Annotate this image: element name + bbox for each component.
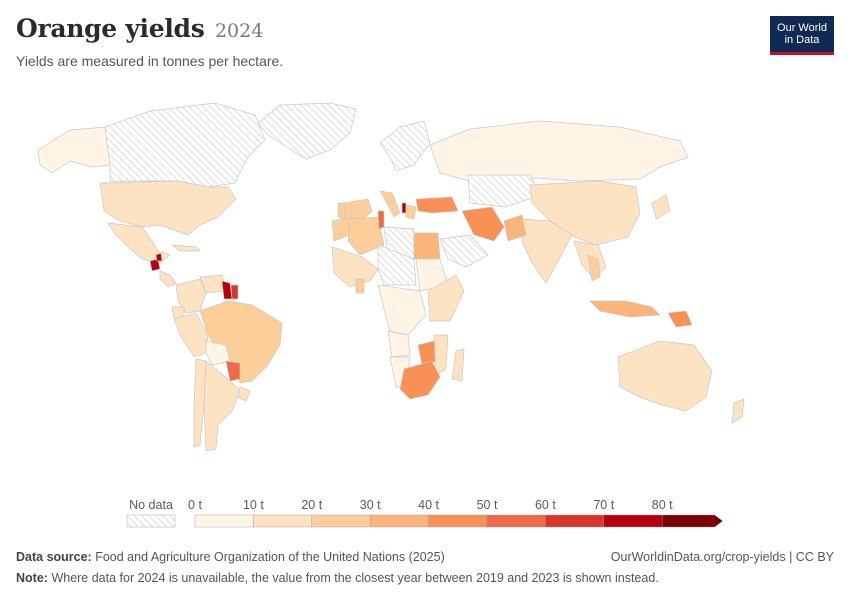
region-indonesia[interactable] <box>589 300 661 318</box>
region-mozambique[interactable] <box>433 334 449 376</box>
region-central-africa[interactable] <box>377 284 427 336</box>
region-russia[interactable] <box>429 120 689 182</box>
region-china[interactable] <box>529 180 641 246</box>
region-ghana[interactable] <box>355 278 365 294</box>
legend-tick-label: 40 t <box>418 498 439 512</box>
region-angola[interactable] <box>387 330 411 358</box>
legend-tick-label: 30 t <box>360 498 381 512</box>
chart-year: 2024 <box>214 20 264 42</box>
region-saudi-arabia[interactable] <box>439 234 489 268</box>
note-label: Note: <box>16 571 48 585</box>
legend-tick-label: 0 t <box>188 498 202 512</box>
world-map <box>0 95 850 495</box>
source-label: Data source: <box>16 550 92 564</box>
region-argentina[interactable] <box>203 360 241 452</box>
legend-bin-20-30 <box>311 514 371 528</box>
region-papua-new-guinea[interactable] <box>667 310 693 328</box>
region-tunisia[interactable] <box>377 210 385 230</box>
chart-subtitle: Yields are measured in tonnes per hectar… <box>16 53 284 69</box>
footer-source: Data source: Food and Agriculture Organi… <box>16 550 834 564</box>
region-guyana[interactable] <box>221 280 233 300</box>
region-suriname[interactable] <box>230 284 239 300</box>
legend-bin-60-70 <box>545 514 605 528</box>
region-central-america[interactable] <box>159 270 177 288</box>
region-albania[interactable] <box>401 202 407 214</box>
region-west-africa[interactable] <box>331 246 379 288</box>
region-scandinavia[interactable] <box>379 120 431 172</box>
logo-line-1: Our World <box>777 22 827 34</box>
region-turkey[interactable] <box>415 196 459 214</box>
region-south-africa[interactable] <box>399 360 441 400</box>
legend-tick-label: 20 t <box>301 498 322 512</box>
region-canada[interactable] <box>104 102 266 188</box>
region-greenland[interactable] <box>257 102 357 160</box>
region-new-zealand[interactable] <box>731 398 745 424</box>
legend-tick-label: 80 t <box>652 498 673 512</box>
legend-ticks: 0 t 10 t 20 t 30 t 40 t 50 t 60 t 70 t 80 t <box>188 498 673 512</box>
region-cuba[interactable] <box>170 244 201 252</box>
region-east-africa[interactable] <box>427 274 465 322</box>
region-sahel[interactable] <box>377 244 417 286</box>
source-url-link[interactable]: OurWorldinData.org/crop-yields | CC BY <box>610 550 834 564</box>
legend-no-data-label: No data <box>129 498 173 512</box>
region-guatemala[interactable] <box>149 258 161 272</box>
legend-bin-30-40 <box>370 514 429 528</box>
legend-bin-50-60 <box>486 514 546 528</box>
region-paraguay[interactable] <box>225 360 241 382</box>
region-egypt[interactable] <box>413 232 441 260</box>
legend-tick-label: 50 t <box>477 498 498 512</box>
chart-header: Orange yields 2024 <box>16 14 263 43</box>
region-bolivia[interactable] <box>205 340 231 366</box>
legend-no-data-swatch <box>126 514 176 528</box>
map-legend: No data 0 t 10 t 20 t 30 t 40 t 50 t 60 t 70 t 8… <box>0 495 850 535</box>
legend-bin-0-10 <box>194 514 254 528</box>
region-italy[interactable] <box>379 190 401 218</box>
region-algeria[interactable] <box>347 216 385 256</box>
region-uruguay[interactable] <box>237 386 251 402</box>
legend-tick-label: 10 t <box>243 498 264 512</box>
region-iran[interactable] <box>461 206 505 242</box>
region-united-states[interactable] <box>99 180 237 236</box>
legend-bin-10-20 <box>253 514 312 528</box>
region-mexico[interactable] <box>107 222 171 264</box>
region-alaska[interactable] <box>37 126 111 174</box>
source-text: Food and Agriculture Organization of the… <box>95 550 445 564</box>
map-svg <box>37 102 745 452</box>
region-pakistan[interactable] <box>503 214 527 242</box>
note-text: Where data for 2024 is unavailable, the … <box>51 571 659 585</box>
region-australia[interactable] <box>617 340 713 412</box>
legend-bin-80-90 <box>662 514 723 528</box>
logo-line-2: in Data <box>784 34 820 46</box>
legend-bin-40-50 <box>428 514 488 528</box>
legend-svg: No data 0 t 10 t 20 t 30 t 40 t 50 t 60 t 70 t 8… <box>126 498 723 528</box>
region-central-asia[interactable] <box>467 174 541 208</box>
region-india[interactable] <box>521 218 573 284</box>
legend-bin-70-80 <box>603 514 663 528</box>
region-japan[interactable] <box>651 194 671 220</box>
legend-bins <box>194 514 723 528</box>
map-regions <box>37 102 745 452</box>
region-belize[interactable] <box>155 252 163 262</box>
chart-title: Orange yields <box>16 14 205 43</box>
legend-tick-label: 60 t <box>535 498 556 512</box>
region-madagascar[interactable] <box>451 348 465 382</box>
footer-note: Note: Where data for 2024 is unavailable… <box>16 571 834 585</box>
owid-logo[interactable]: Our World in Data <box>770 16 834 55</box>
legend-tick-label: 70 t <box>593 498 614 512</box>
region-thailand[interactable] <box>587 254 601 282</box>
region-greece[interactable] <box>405 204 417 220</box>
